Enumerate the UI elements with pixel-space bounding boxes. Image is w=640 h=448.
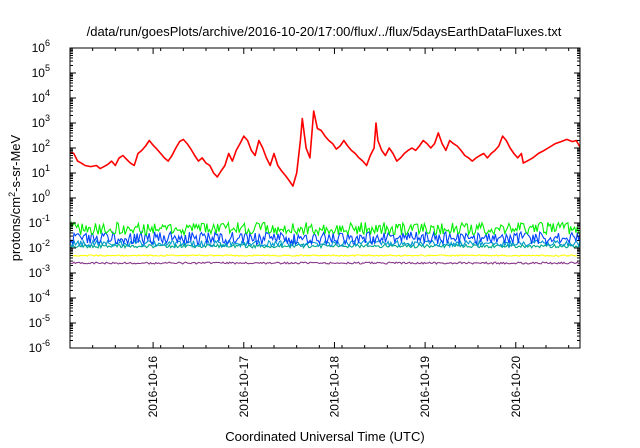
y-tick-label: 10-6 xyxy=(29,338,50,355)
series-line xyxy=(69,220,581,237)
series-line xyxy=(69,110,581,187)
x-axis-title: Coordinated Universal Time (UTC) xyxy=(225,429,424,444)
x-tick-label: 2016-10-20 xyxy=(509,356,523,418)
series-layer xyxy=(69,110,581,265)
y-axis-title-prefix: protons/cm xyxy=(8,197,23,261)
series-line xyxy=(70,261,581,265)
x-tick-label: 2016-10-16 xyxy=(146,356,160,418)
y-tick-label: 104 xyxy=(32,88,50,105)
y-tick-label: 10-1 xyxy=(29,213,50,230)
y-tick-label: 102 xyxy=(32,138,50,155)
x-tick-label: 2016-10-19 xyxy=(418,356,432,418)
series-line xyxy=(69,230,581,246)
plot-area xyxy=(69,47,581,349)
y-tick-label: 10-5 xyxy=(29,313,50,330)
y-tick-label: 10-3 xyxy=(29,263,50,280)
y-tick-label: 101 xyxy=(32,163,50,180)
x-axis: 2016-10-16 2016-10-17 2016-10-18 2016-10-19… xyxy=(92,48,570,418)
series-line xyxy=(69,242,581,250)
chart-title: /data/run/goesPlots/archive/2016-10-20/1… xyxy=(87,24,562,39)
x-tick-label: 2016-10-18 xyxy=(327,356,341,418)
y-tick-label: 100 xyxy=(32,188,50,205)
y-tick-label: 10-4 xyxy=(29,288,50,305)
series-line xyxy=(69,254,581,257)
series-line xyxy=(69,238,581,249)
y-axis-title-sup: 2 xyxy=(7,192,17,197)
x-tick-label: 2016-10-17 xyxy=(237,356,251,418)
y-tick-label: 106 xyxy=(32,38,50,55)
y-axis-title-suffix: -s-sr-MeV xyxy=(8,134,23,191)
y-axis: 10-6 10-5 10-4 10-3 10-2 10-1 100 101 102 103 104 1… xyxy=(29,38,580,355)
y-tick-label: 103 xyxy=(32,113,50,130)
y-tick-label: 10-2 xyxy=(29,238,50,255)
y-tick-label: 105 xyxy=(32,63,50,80)
y-axis-title: protons/cm2-s-sr-MeV xyxy=(7,134,23,261)
plot-frame xyxy=(69,47,581,349)
